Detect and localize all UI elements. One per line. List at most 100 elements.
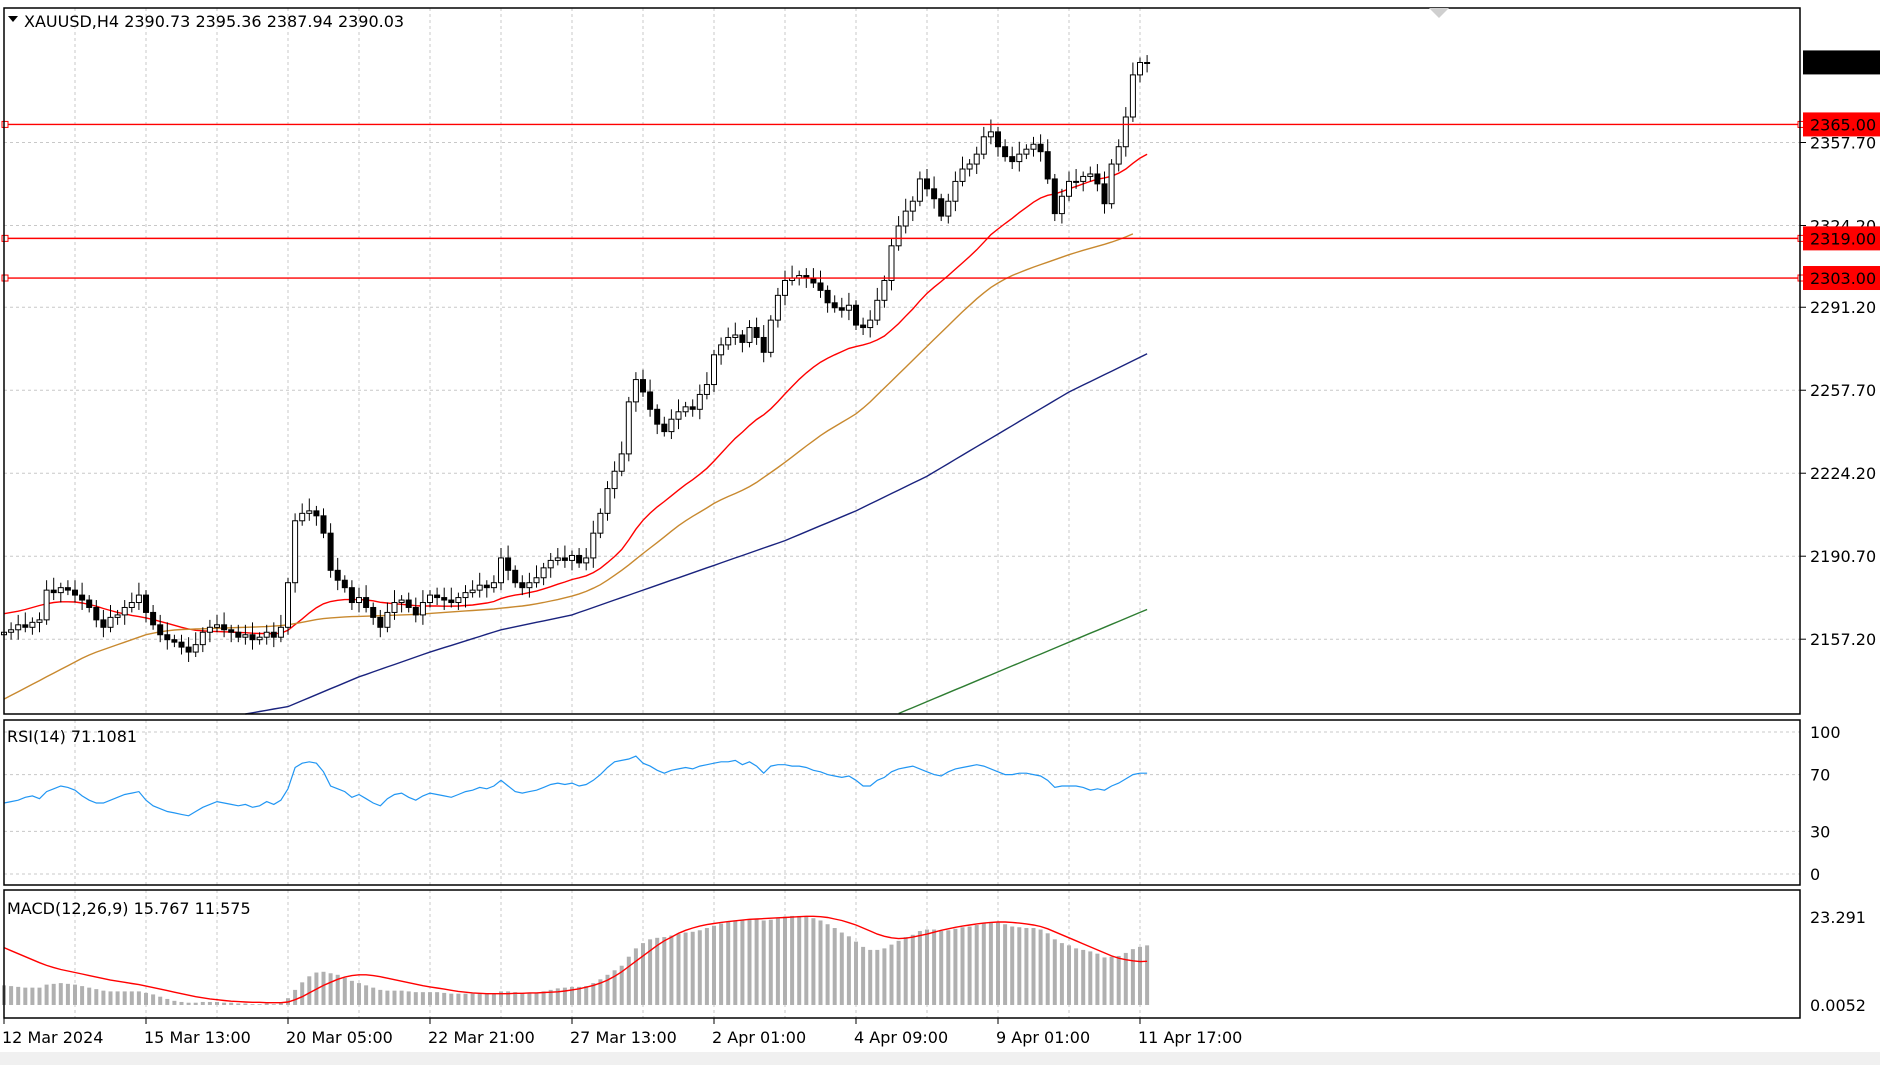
candle-body [412, 606, 419, 616]
candle-body [363, 597, 370, 608]
macd-histogram-bar [264, 1003, 269, 1005]
macd-histogram-bar [896, 940, 901, 1005]
candle-body [732, 334, 739, 338]
macd-histogram-bar [193, 1002, 198, 1005]
macd-histogram-bar [16, 986, 21, 1005]
candle-body [185, 646, 192, 653]
candle-body [824, 289, 831, 304]
macd-histogram-bar [58, 983, 63, 1005]
rsi-title: RSI(14) 71.1081 [7, 727, 137, 746]
macd-histogram-bar [676, 934, 681, 1005]
candle-body [79, 594, 86, 601]
macd-histogram-bar [804, 916, 809, 1005]
macd-histogram-bar [165, 998, 170, 1005]
candle-body [192, 644, 199, 653]
macd-histogram-bar [1074, 948, 1079, 1005]
candle-body [157, 624, 164, 636]
candle-body [206, 626, 213, 633]
candle-body [1094, 173, 1101, 185]
macd-histogram-bar [797, 915, 802, 1005]
candle-body [72, 589, 78, 596]
candle-body [22, 624, 29, 628]
macd-histogram-bar [37, 987, 42, 1005]
macd-histogram-bar [73, 984, 77, 1005]
macd-histogram-bar [413, 992, 418, 1005]
candle-body [1009, 156, 1016, 163]
candle-body [739, 334, 746, 343]
chart-shift-marker-icon[interactable] [1429, 8, 1449, 18]
macd-histogram-bar [591, 983, 596, 1005]
candle-body [753, 327, 760, 338]
candle-body [909, 200, 916, 212]
macd-histogram-bar [726, 921, 731, 1005]
time-tick-label: 20 Mar 05:00 [286, 1028, 393, 1047]
price-tick-label: 2257.70 [1810, 381, 1876, 400]
price-level-box [1803, 266, 1880, 291]
candle-body [902, 210, 909, 227]
candle-body [1115, 146, 1122, 165]
candle-body [228, 629, 235, 633]
candle-body [512, 569, 519, 584]
macd-histogram-bar [158, 996, 163, 1005]
current-price-box [1803, 50, 1880, 75]
macd-histogram-bar [229, 1002, 234, 1005]
moving-averages [3, 153, 1148, 715]
candle-body [980, 136, 987, 155]
macd-histogram-bar [186, 1002, 191, 1005]
macd-histogram-bar [499, 991, 503, 1005]
moving-average-line [245, 353, 1148, 715]
symbol-dropdown-icon[interactable] [8, 16, 18, 22]
rsi-tick-label: 30 [1810, 822, 1830, 841]
candle-body [590, 532, 597, 559]
macd-histogram-bar [1038, 929, 1043, 1005]
candle-body [618, 453, 625, 472]
time-tick-label: 15 Mar 13:00 [144, 1028, 251, 1047]
candle-body [547, 559, 554, 569]
macd-histogram-bar [534, 992, 539, 1005]
axis-labels: 2357.702324.202291.202257.702224.202190.… [2, 50, 1880, 1047]
macd-histogram-bar [1003, 924, 1008, 1005]
macd-histogram-bar [349, 980, 354, 1005]
price-level-label: 2319.00 [1810, 229, 1876, 248]
candle-body [845, 304, 852, 311]
macd-histogram-bar [790, 915, 795, 1005]
candle-body [505, 557, 512, 571]
candle-body [810, 277, 817, 284]
macd-histogram-bar [967, 926, 972, 1005]
macd-signal-line [3, 915, 1148, 1004]
candle-body [675, 411, 682, 420]
bottom-strip [0, 1052, 1880, 1065]
candle-body [881, 279, 888, 301]
macd-histogram-bar [463, 993, 468, 1005]
macd-histogram-bar [541, 991, 546, 1005]
macd-histogram-bar [250, 1004, 255, 1005]
candle-body [29, 621, 36, 628]
candle-body [519, 582, 526, 589]
candle-body [838, 307, 845, 311]
main-chart-grid [3, 8, 1800, 714]
candle-body [1101, 183, 1108, 205]
candle-body [895, 225, 902, 247]
macd-histogram-bar [981, 922, 986, 1005]
candle-body [43, 589, 50, 621]
candle-body [938, 198, 945, 217]
macd-histogram-bar [335, 974, 340, 1005]
candle-body [654, 408, 661, 425]
candle-body [327, 532, 334, 571]
candle-body [973, 153, 980, 165]
candle-body [1129, 74, 1136, 118]
price-level-box [1803, 226, 1880, 251]
candle-body [760, 336, 767, 353]
macd-histogram-bar [655, 937, 660, 1005]
candle-body [711, 354, 717, 386]
rsi-line [3, 755, 1148, 817]
macd-histogram-bar [910, 934, 915, 1005]
candle-body [696, 393, 703, 410]
candle-body [1016, 153, 1023, 163]
macd-histogram-bar [988, 921, 993, 1005]
time-tick-label: 22 Mar 21:00 [428, 1028, 535, 1047]
candle-body [263, 631, 270, 638]
macd-histogram-bar [144, 992, 148, 1005]
macd-histogram-bar [207, 1001, 212, 1005]
